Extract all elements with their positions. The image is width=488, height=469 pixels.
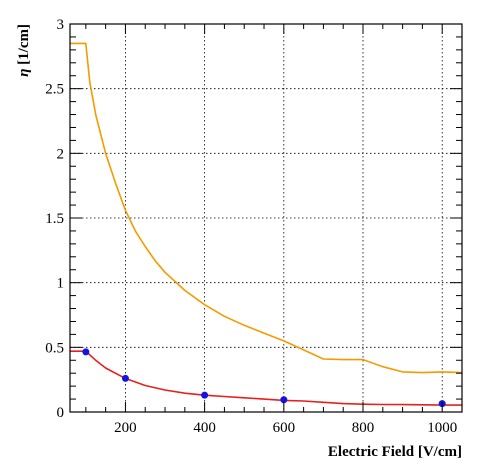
x-tick-label: 1000 xyxy=(427,420,457,436)
y-axis-symbol: η xyxy=(16,69,32,77)
series-line-1 xyxy=(70,350,462,406)
y-tick-label: 0.5 xyxy=(45,340,64,356)
series-layer xyxy=(70,42,463,408)
x-tick-label: 400 xyxy=(193,420,216,436)
y-tick-label: 2 xyxy=(57,146,65,162)
data-point xyxy=(121,374,129,382)
y-axis-unit: [1/cm] xyxy=(16,24,32,69)
data-point xyxy=(280,396,288,404)
data-point xyxy=(201,391,209,399)
y-tick-label: 1 xyxy=(57,276,65,292)
tick-labels: 200 400 600 800 1000 0 0.5 1 1.5 2 2.5 3 xyxy=(45,17,457,436)
y-tick-label: 0 xyxy=(57,405,65,421)
y-axis-title: η [1/cm] xyxy=(16,24,32,77)
ticks xyxy=(70,23,463,413)
grid xyxy=(70,24,462,412)
series-line-0 xyxy=(70,42,463,374)
y-tick-label: 2.5 xyxy=(45,82,64,98)
data-point xyxy=(82,348,90,356)
x-axis-title: Electric Field [V/cm] xyxy=(328,444,462,460)
x-tick-label: 200 xyxy=(114,420,137,436)
x-tick-label: 800 xyxy=(352,420,375,436)
x-tick-label: 600 xyxy=(273,420,296,436)
y-tick-label: 1.5 xyxy=(45,211,64,227)
y-tick-label: 3 xyxy=(57,17,65,33)
